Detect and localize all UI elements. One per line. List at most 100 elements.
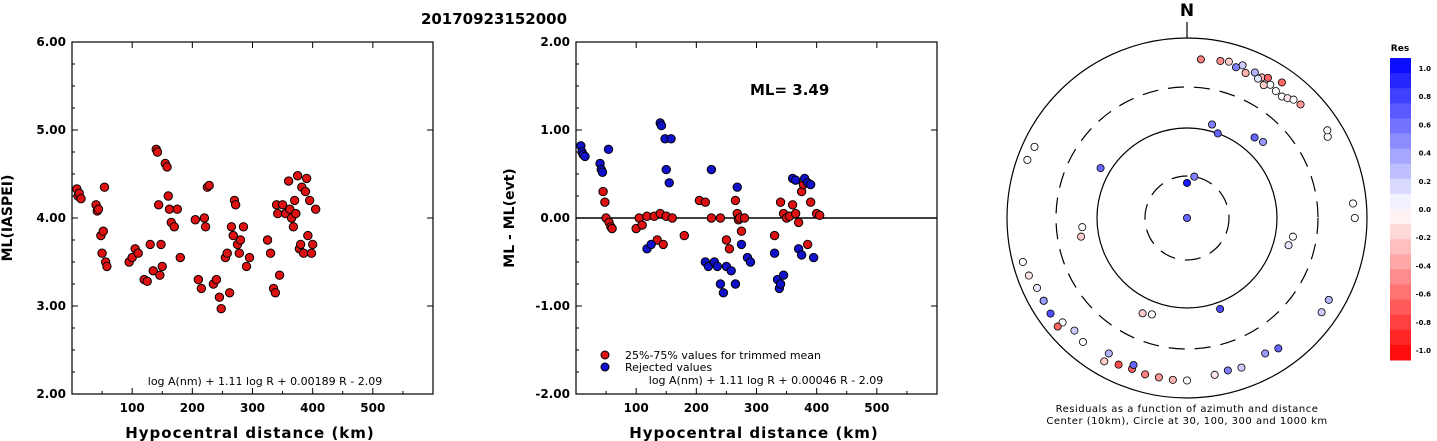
residual-point xyxy=(1213,129,1222,138)
data-point xyxy=(775,279,786,289)
data-points xyxy=(576,118,825,298)
data-point xyxy=(706,213,717,223)
data-point xyxy=(162,162,172,172)
data-point xyxy=(145,239,155,250)
residual-point xyxy=(1317,308,1326,317)
residual-point xyxy=(1196,55,1205,64)
data-point xyxy=(228,230,238,241)
residual-point xyxy=(1078,223,1087,232)
ring-1000km xyxy=(1006,37,1368,399)
data-point xyxy=(156,239,166,250)
data-point xyxy=(292,171,303,181)
residual-point xyxy=(1254,74,1263,83)
residual-point xyxy=(1154,373,1163,382)
residual-point xyxy=(1138,309,1147,318)
colorbar-tick-label: -0.6 xyxy=(1416,291,1431,299)
residual-point xyxy=(1241,68,1250,77)
data-point xyxy=(238,222,249,232)
data-point xyxy=(661,164,671,175)
residual-point xyxy=(1210,370,1219,379)
x-tick-label: 300 xyxy=(240,401,265,415)
data-point xyxy=(808,252,819,263)
residual-point xyxy=(1096,164,1105,173)
colorbar-cell xyxy=(1390,193,1411,210)
residual-point xyxy=(1224,57,1233,66)
residual-point xyxy=(1259,81,1268,90)
data-point xyxy=(211,274,222,285)
data-point xyxy=(726,266,736,276)
colorbar-title: Res xyxy=(1391,44,1409,54)
data-point xyxy=(787,200,798,210)
residual-point xyxy=(1053,322,1062,331)
data-point xyxy=(222,248,232,258)
x-tick-label: 100 xyxy=(120,401,145,415)
data-point xyxy=(805,179,816,190)
y-axis-label: ML(IASPEI) xyxy=(0,175,16,262)
data-point xyxy=(679,230,689,241)
data-point xyxy=(656,120,667,131)
data-point xyxy=(273,208,283,219)
data-point xyxy=(666,134,676,144)
data-point xyxy=(306,248,317,258)
data-point xyxy=(736,226,747,236)
data-point xyxy=(291,208,301,219)
colorbar-tick-label: -1.0 xyxy=(1416,347,1431,355)
residual-point xyxy=(1324,295,1333,304)
residual-point xyxy=(1147,310,1156,319)
data-point xyxy=(152,147,163,157)
data-point xyxy=(598,186,608,197)
ml-annotation: ML= 3.49 xyxy=(750,81,829,99)
colorbar-cell xyxy=(1390,299,1411,316)
x-tick-label: 500 xyxy=(864,401,889,415)
data-point xyxy=(730,279,741,289)
residual-point xyxy=(1208,120,1217,129)
data-point xyxy=(102,261,112,272)
data-point xyxy=(230,200,241,210)
residual-point xyxy=(1259,137,1268,146)
data-point xyxy=(802,239,813,250)
colorbar-cell xyxy=(1390,284,1411,301)
data-point xyxy=(739,213,750,223)
y-axis-label: ML - ML(evt) xyxy=(502,168,518,267)
data-point xyxy=(274,270,285,280)
legend-swatch-rejected xyxy=(600,362,610,372)
data-point xyxy=(805,197,816,207)
colorbar-tick-label: -0.4 xyxy=(1416,262,1431,270)
y-tick-label: 4.00 xyxy=(36,211,66,225)
data-point xyxy=(307,239,318,250)
data-point xyxy=(607,223,617,234)
colorbar-cell xyxy=(1390,73,1411,89)
plot-frame xyxy=(71,41,434,395)
colorbar-cell xyxy=(1390,314,1411,331)
residual-point xyxy=(1263,73,1272,82)
axis-ticks: 100 200 300 400 500 2.00 3.00 4.00 5.00 6.00 xyxy=(36,35,433,415)
data-point xyxy=(597,167,608,177)
data-point xyxy=(157,261,167,272)
residual-points xyxy=(1018,55,1359,385)
colorbar-tick-label: -0.8 xyxy=(1416,319,1431,327)
data-point xyxy=(298,248,309,258)
x-axis-label: Hypocentral distance (km) xyxy=(125,424,375,441)
y-tick-label: 0.00 xyxy=(540,211,570,225)
colorbar-cell xyxy=(1390,118,1411,134)
colorbar-cell xyxy=(1390,254,1411,270)
residual-point xyxy=(1238,61,1247,70)
data-point xyxy=(718,288,729,298)
data-point xyxy=(793,217,804,228)
x-tick-label: 200 xyxy=(180,401,205,415)
data-point xyxy=(637,220,647,230)
ml-residual-vs-distance-chart: 100 200 300 400 500 -2.00 -1.00 0.00 1.00 2.00 ML… xyxy=(502,35,938,441)
north-label: N xyxy=(1180,1,1194,21)
colorbar-cell xyxy=(1390,209,1411,225)
data-point xyxy=(193,274,204,285)
residual-point xyxy=(1277,78,1286,87)
colorbar-cell xyxy=(1390,103,1411,119)
data-point xyxy=(736,239,747,250)
residual-point xyxy=(1183,376,1192,385)
residual-point xyxy=(1289,95,1298,104)
data-point xyxy=(270,288,281,298)
legend-label-trimmed: 25%-75% values for trimmed mean xyxy=(625,349,821,362)
data-point xyxy=(93,204,104,214)
x-tick-label: 200 xyxy=(684,401,709,415)
